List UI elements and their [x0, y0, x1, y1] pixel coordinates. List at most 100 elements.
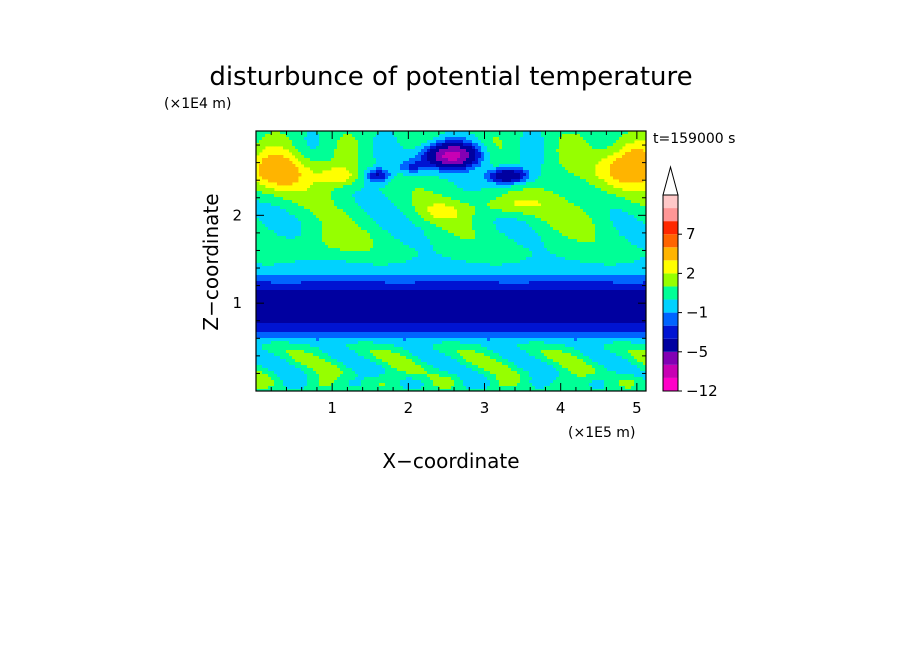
contour-cell [619, 161, 623, 165]
contour-cell [343, 155, 347, 159]
contour-cell [262, 191, 266, 195]
contour-cell [319, 188, 323, 192]
contour-cell [559, 179, 563, 183]
contour-cell [313, 170, 317, 174]
contour-cell [298, 212, 302, 216]
contour-cell [616, 140, 620, 144]
contour-cell [505, 158, 509, 162]
contour-cell [430, 227, 434, 231]
contour-cell [385, 137, 389, 141]
contour-cell [583, 152, 587, 156]
contour-cell [328, 137, 332, 141]
contour-cell [433, 146, 437, 150]
contour-cell [415, 194, 419, 198]
contour-cell [481, 212, 485, 216]
contour-cell [463, 176, 467, 180]
contour-cell [580, 239, 584, 243]
contour-cell [283, 212, 287, 216]
contour-cell [373, 212, 377, 216]
contour-cell [427, 188, 431, 192]
contour-cell [382, 206, 386, 210]
contour-cell [412, 164, 416, 168]
contour-cell [436, 155, 440, 159]
contour-cell [403, 206, 407, 210]
contour-cell [373, 227, 377, 231]
contour-cell [388, 218, 392, 222]
contour-cell [454, 248, 458, 252]
contour-cell [439, 152, 443, 156]
contour-cell [559, 188, 563, 192]
contour-cell [340, 134, 344, 138]
contour-cell [541, 131, 545, 135]
contour-cell [571, 230, 575, 234]
contour-cell [448, 131, 452, 135]
contour-cell [565, 155, 569, 159]
contour-cell [508, 137, 512, 141]
contour-cell [271, 233, 275, 237]
contour-cell [460, 179, 464, 183]
contour-cell [628, 155, 632, 159]
contour-cell [508, 164, 512, 168]
contour-cell [643, 236, 646, 240]
contour-cell [451, 143, 455, 147]
contour-cell [529, 212, 533, 216]
contour-cell [529, 221, 533, 225]
contour-cell [424, 233, 428, 237]
contour-cell [391, 158, 395, 162]
contour-cell [565, 230, 569, 234]
contour-cell [271, 209, 275, 213]
contour-cell [346, 185, 350, 189]
contour-cell [481, 158, 485, 162]
contour-cell [406, 197, 410, 201]
contour-cell [313, 227, 317, 231]
contour-cell [556, 236, 560, 240]
contour-cell [313, 224, 317, 228]
contour-cell [463, 251, 467, 255]
contour-cell [505, 170, 509, 174]
contour-cell [373, 143, 377, 147]
contour-cell [445, 179, 449, 183]
contour-cell [292, 167, 296, 171]
contour-cell [493, 224, 497, 228]
contour-cell [358, 173, 362, 177]
contour-cell [463, 221, 467, 225]
contour-cell [487, 173, 491, 177]
contour-cell [454, 167, 458, 171]
contour-cell [484, 140, 488, 144]
contour-cell [520, 236, 524, 240]
contour-cell [478, 155, 482, 159]
contour-cell [514, 131, 518, 135]
contour-cell [565, 164, 569, 168]
contour-cell [601, 134, 605, 138]
contour-cell [283, 179, 287, 183]
contour-cell [490, 242, 494, 246]
contour-cell [481, 206, 485, 210]
contour-cell [292, 173, 296, 177]
contour-cell [514, 161, 518, 165]
contour-cell [478, 179, 482, 183]
contour-cell [334, 230, 338, 234]
contour-cell [640, 176, 644, 180]
contour-cell [628, 239, 632, 243]
contour-cell [334, 149, 338, 153]
contour-cell [535, 164, 539, 168]
contour-cell [346, 134, 350, 138]
contour-cell [592, 209, 596, 213]
contour-cell [343, 230, 347, 234]
contour-cell [319, 143, 323, 147]
contour-cell [622, 221, 626, 225]
contour-cell [604, 233, 608, 237]
contour-cell [439, 221, 443, 225]
contour-cell [361, 191, 365, 195]
contour-cell [589, 164, 593, 168]
contour-cell [514, 167, 518, 171]
contour-cell [436, 164, 440, 168]
contour-cell [298, 191, 302, 195]
contour-cell [532, 158, 536, 162]
contour-cell [400, 212, 404, 216]
contour-cell [367, 179, 371, 183]
contour-cell [373, 152, 377, 156]
contour-cell [622, 251, 626, 255]
contour-cell [532, 248, 536, 252]
contour-cell [625, 248, 629, 252]
